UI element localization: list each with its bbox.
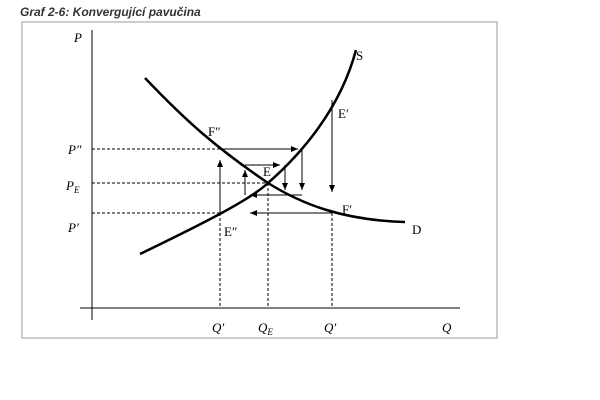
supply-label: S bbox=[356, 48, 363, 63]
x-label: Q′ bbox=[212, 320, 224, 335]
cobweb bbox=[217, 100, 335, 216]
y-axis-label: P bbox=[73, 30, 82, 45]
supply-curve bbox=[139, 49, 358, 256]
point-label: F′ bbox=[342, 202, 352, 217]
y-label: P″ bbox=[67, 142, 82, 157]
guides bbox=[92, 148, 333, 308]
x-label: QE bbox=[258, 320, 273, 337]
demand-label: D bbox=[412, 222, 421, 237]
title: Graf 2-6: Konvergující pavučina bbox=[20, 5, 201, 19]
frame bbox=[21, 21, 498, 339]
point-label: E″ bbox=[224, 224, 237, 239]
y-label: P′ bbox=[67, 220, 79, 235]
point-label: E bbox=[263, 164, 271, 179]
x-axis-label: Q bbox=[442, 320, 452, 335]
point-label: F″ bbox=[208, 124, 221, 139]
x-label: Q′ bbox=[324, 320, 336, 335]
y-label: PE bbox=[65, 178, 80, 195]
demand-curve bbox=[144, 77, 406, 224]
point-label: E′ bbox=[338, 106, 349, 121]
